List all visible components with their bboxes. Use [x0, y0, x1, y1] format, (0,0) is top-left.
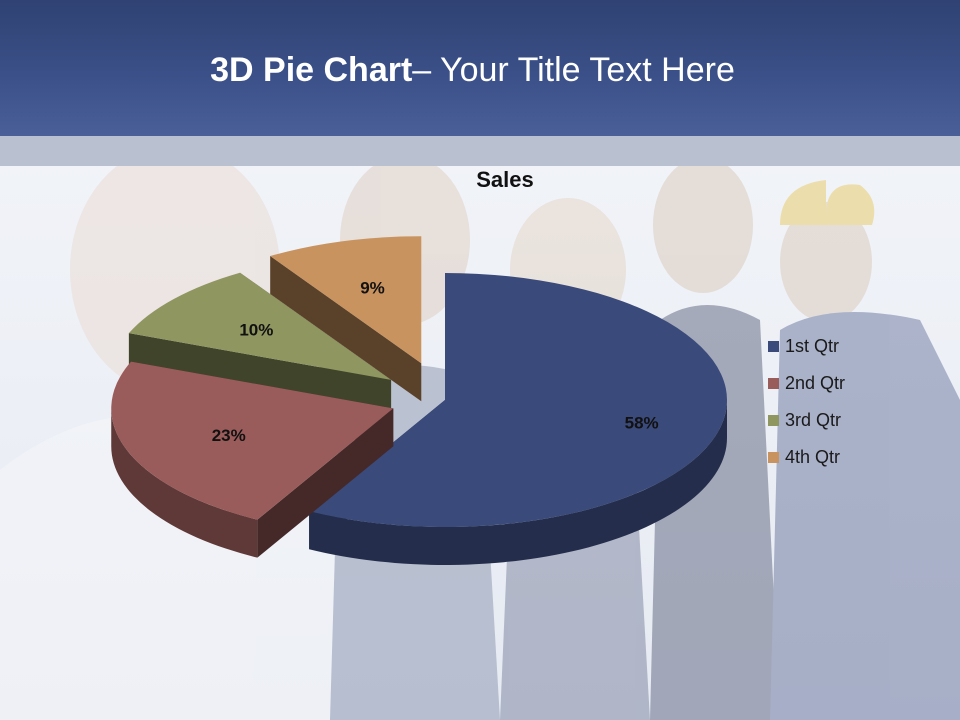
slide-title-rest: – Your Title Text Here — [412, 51, 735, 89]
legend-label: 3rd Qtr — [785, 410, 842, 430]
legend-label: 1st Qtr — [785, 336, 840, 356]
legend-item-4th-qtr: 4th Qtr — [768, 445, 898, 470]
data-label-3rd-qtr: 10% — [239, 321, 273, 340]
title-bar — [0, 0, 960, 136]
pie-slice-side — [309, 400, 727, 565]
pie-slice-top — [309, 273, 727, 527]
legend: 1st Qtr 2nd Qtr 3rd Qtr 4th Qtr — [768, 334, 898, 482]
pie-slice-wall — [270, 256, 422, 402]
pie-slice-top — [128, 272, 392, 380]
legend-swatch — [768, 415, 779, 426]
pie-slice-2nd-qtr — [111, 361, 394, 558]
pie-slice-4th-qtr — [270, 236, 422, 402]
data-label-2nd-qtr: 23% — [212, 426, 246, 445]
legend-swatch — [768, 452, 779, 463]
pie-slice-top — [111, 361, 394, 520]
data-label-4th-qtr: 9% — [360, 279, 385, 298]
pie-slice-wall — [257, 408, 394, 558]
legend-item-1st-qtr: 1st Qtr — [768, 334, 898, 359]
slide-title: 3D Pie Chart– Your Title Text Here — [0, 50, 945, 90]
legend-label: 4th Qtr — [785, 447, 841, 467]
data-label-1st-qtr: 58% — [625, 414, 659, 433]
pie-slice-1st-qtr — [309, 273, 727, 565]
legend-swatch — [768, 341, 779, 352]
pie-slice-top — [270, 236, 422, 364]
legend-item-2nd-qtr: 2nd Qtr — [768, 371, 898, 396]
legend-item-3rd-qtr: 3rd Qtr — [768, 408, 898, 433]
title-bar-band — [0, 136, 960, 166]
slide-title-bold: 3D Pie Chart — [210, 51, 413, 89]
chart-title: Sales — [476, 167, 534, 192]
legend-swatch — [768, 378, 779, 389]
pie-slice-side — [111, 408, 258, 558]
legend-label: 2nd Qtr — [785, 373, 846, 393]
